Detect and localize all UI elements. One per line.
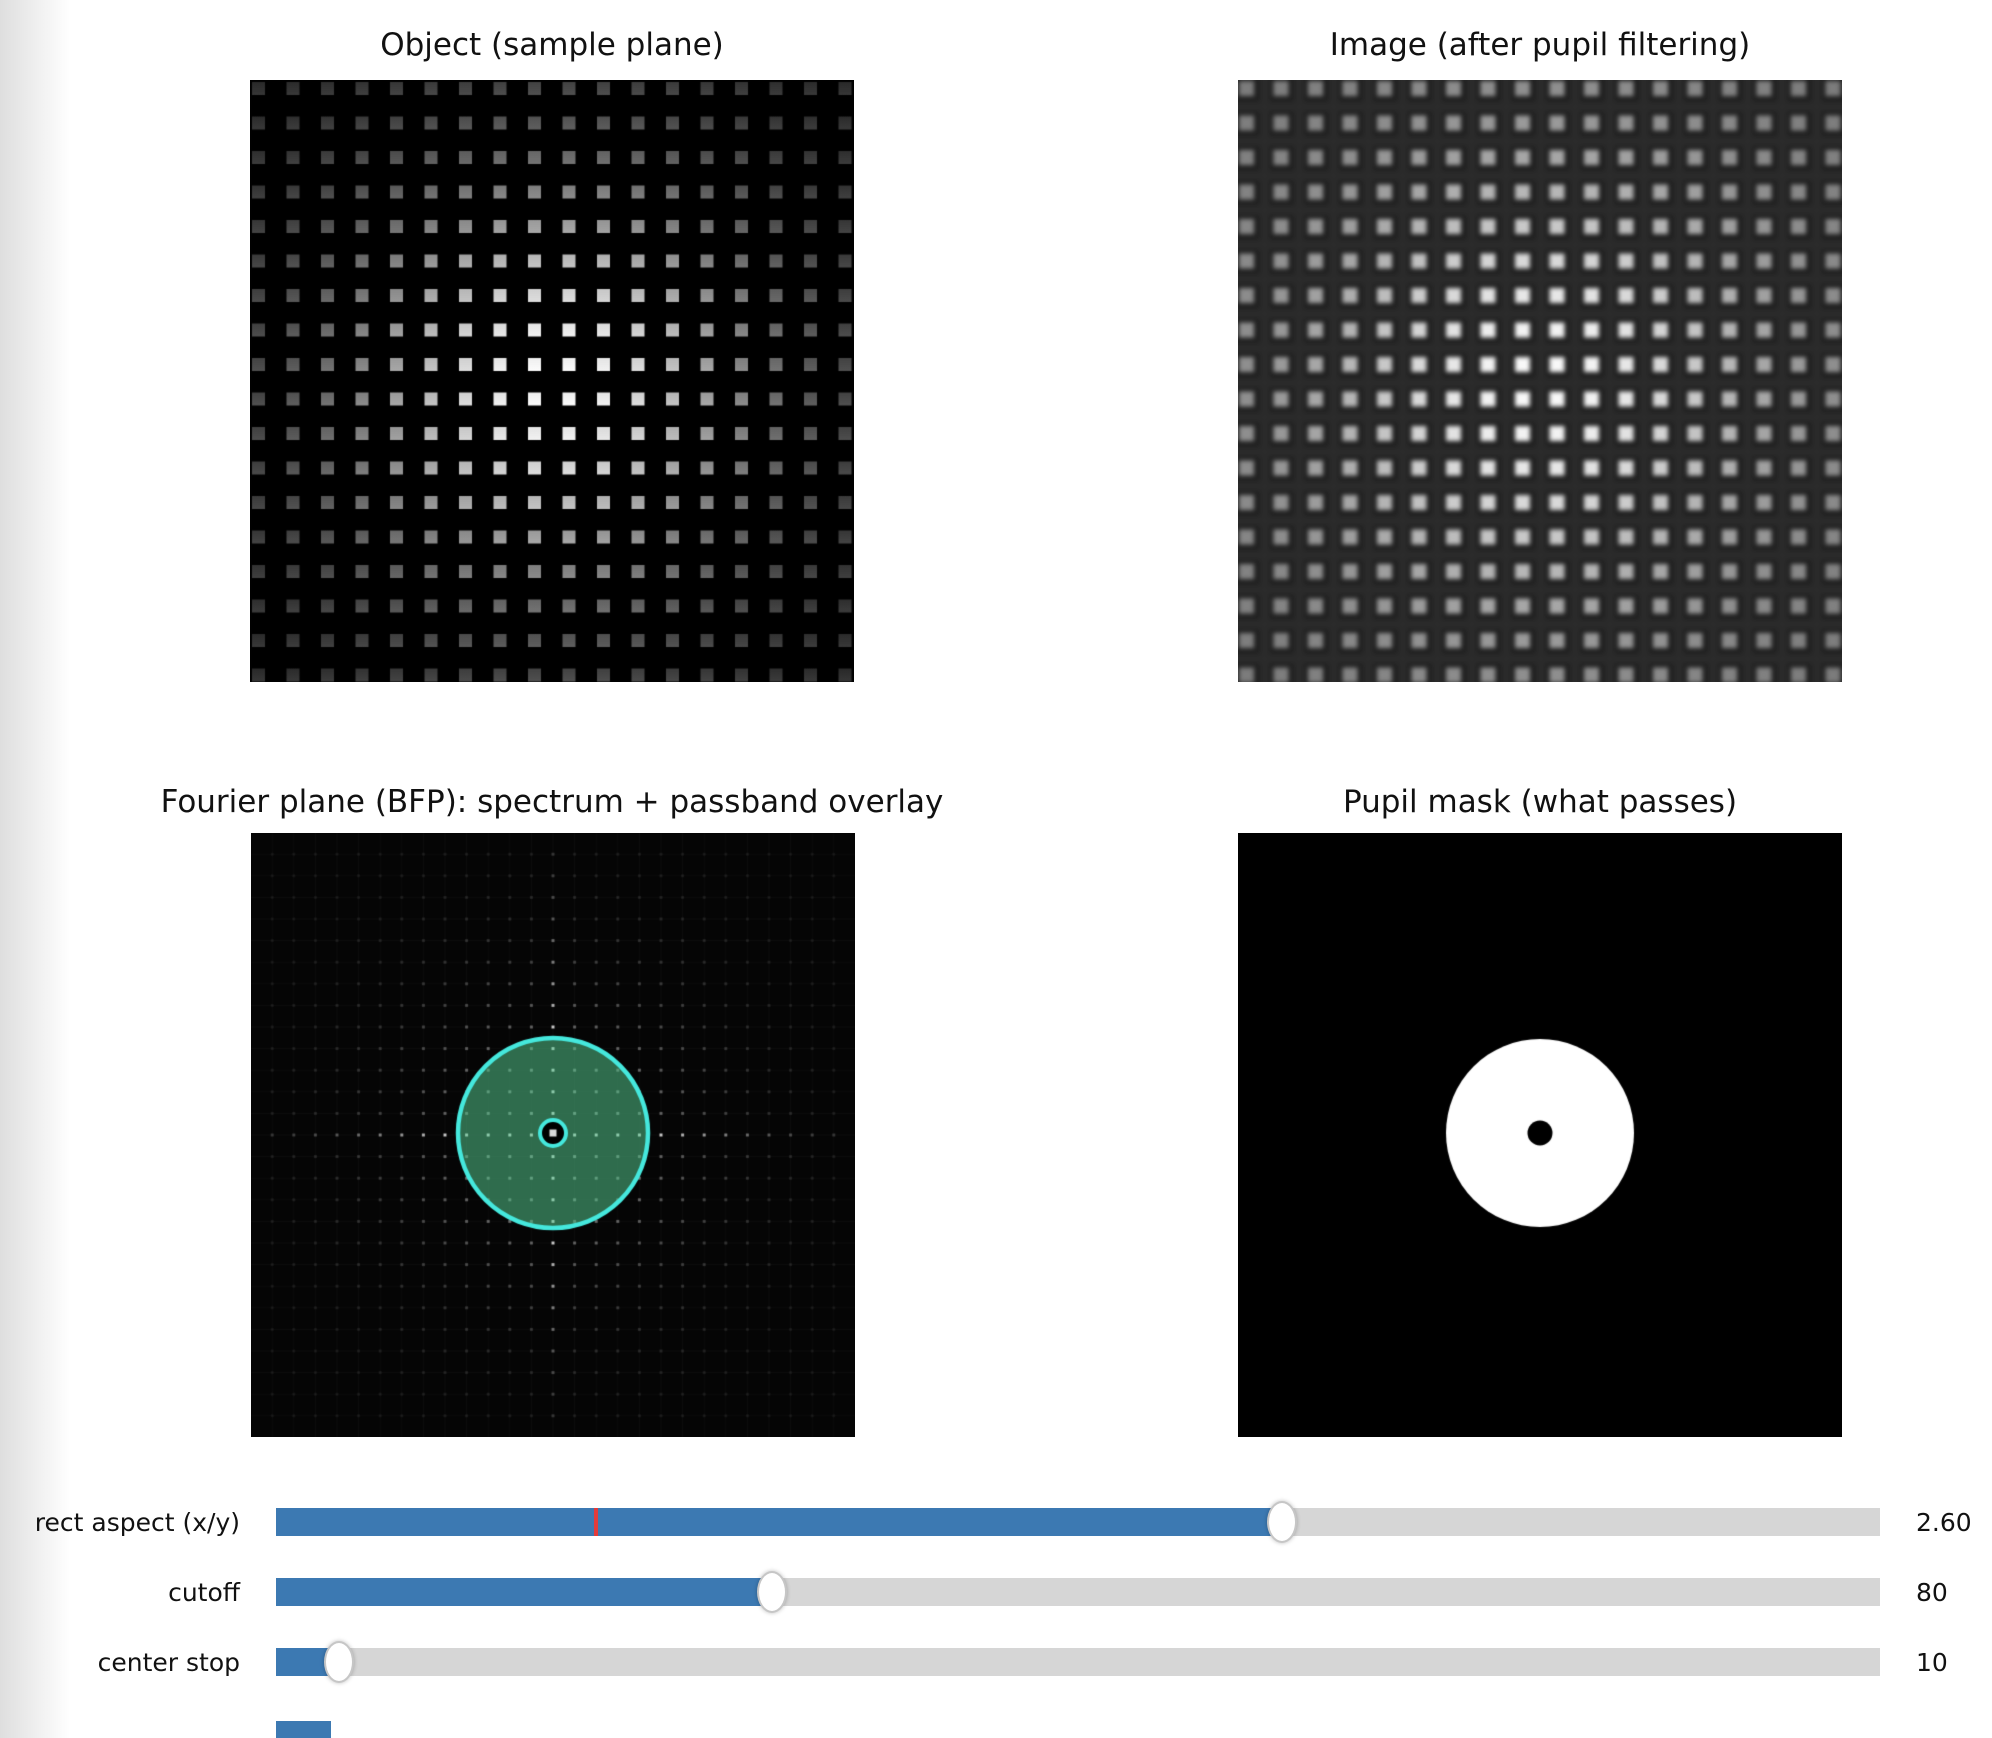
rect-aspect-slider-value: 2.60 — [1916, 1508, 1972, 1537]
slider-row-center-stop: center stop 10 — [0, 1641, 1992, 1683]
image-panel-title: Image (after pupil filtering) — [1329, 27, 1751, 63]
object-panel-title: Object (sample plane) — [380, 27, 724, 63]
rect-aspect-slider-fill — [276, 1508, 1282, 1536]
pupil-mask-plot — [1238, 833, 1842, 1437]
pupil-panel-title: Pupil mask (what passes) — [1342, 784, 1738, 820]
rect-aspect-slider[interactable] — [276, 1501, 1880, 1543]
rect-aspect-slider-handle[interactable] — [1266, 1501, 1297, 1543]
cutoff-slider-handle[interactable] — [756, 1571, 787, 1613]
cropped-fourth-slider-fragment — [276, 1721, 331, 1738]
center-stop-slider-label: center stop — [97, 1648, 240, 1677]
cutoff-slider-value: 80 — [1916, 1578, 1948, 1607]
center-stop-slider-value: 10 — [1916, 1648, 1948, 1677]
center-stop-slider-handle[interactable] — [323, 1641, 354, 1683]
fourier-plane-plot — [251, 833, 855, 1437]
slider-row-rect-aspect: rect aspect (x/y) 2.60 — [0, 1501, 1992, 1543]
rect-aspect-slider-label: rect aspect (x/y) — [34, 1508, 240, 1537]
slider-row-cutoff: cutoff 80 — [0, 1571, 1992, 1613]
cutoff-slider-label: cutoff — [168, 1578, 240, 1607]
cutoff-slider[interactable] — [276, 1571, 1880, 1613]
fourier-panel-title: Fourier plane (BFP): spectrum + passband… — [160, 784, 944, 820]
object-sample-plane-plot — [250, 80, 854, 682]
cutoff-slider-fill — [276, 1578, 772, 1606]
center-stop-slider[interactable] — [276, 1641, 1880, 1683]
rect-aspect-init-marker — [593, 1508, 598, 1536]
filtered-image-plot — [1238, 80, 1842, 682]
window-edge-shadow — [0, 0, 70, 1738]
